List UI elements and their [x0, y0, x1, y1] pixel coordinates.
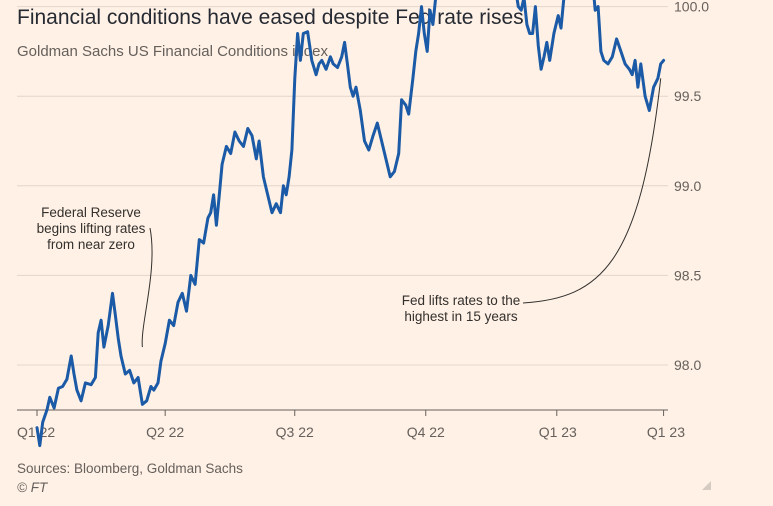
y-tick-label: 98.0 [674, 357, 701, 373]
x-tick-label: Q1 23 [647, 424, 685, 440]
grid-lines [17, 6, 668, 411]
annotation-fed-begins-leader [141, 227, 153, 348]
series-layer [35, 0, 666, 448]
x-tick-label: Q4 22 [407, 424, 445, 440]
chart-title: Financial conditions have eased despite … [17, 6, 524, 29]
annotation-fed-15yr-leader [522, 78, 662, 304]
annotation-fed-begins-line: from near zero [47, 237, 135, 252]
x-tick-label: Q3 22 [276, 424, 314, 440]
resize-corner-icon [702, 481, 711, 490]
x-tick-label: Q1 23 [539, 424, 577, 440]
ft-credit: © FT [17, 480, 48, 495]
x-tick-label: Q2 22 [146, 424, 184, 440]
y-tick-label: 100.0 [674, 0, 709, 15]
y-tick-label: 99.5 [674, 88, 701, 104]
y-tick-label: 99.0 [674, 178, 701, 194]
series-line-fci [35, 0, 666, 448]
annotation-fed-begins-line: Federal Reserve [41, 205, 141, 220]
annotation-fed-begins-line: begins lifting rates [37, 221, 146, 236]
annotation-fed-15yr-line: Fed lifts rates to the [402, 293, 521, 308]
y-tick-label: 98.5 [674, 267, 701, 283]
source-note: Sources: Bloomberg, Goldman Sachs [17, 461, 243, 476]
x-axis-ticks: Q1 22 Q2 22 Q3 22 Q4 22 Q1 23 Q1 23 [17, 410, 685, 440]
chart-subtitle: Goldman Sachs US Financial Conditions in… [17, 43, 328, 60]
annotation-fed-15yr-line: highest in 15 years [404, 309, 518, 324]
